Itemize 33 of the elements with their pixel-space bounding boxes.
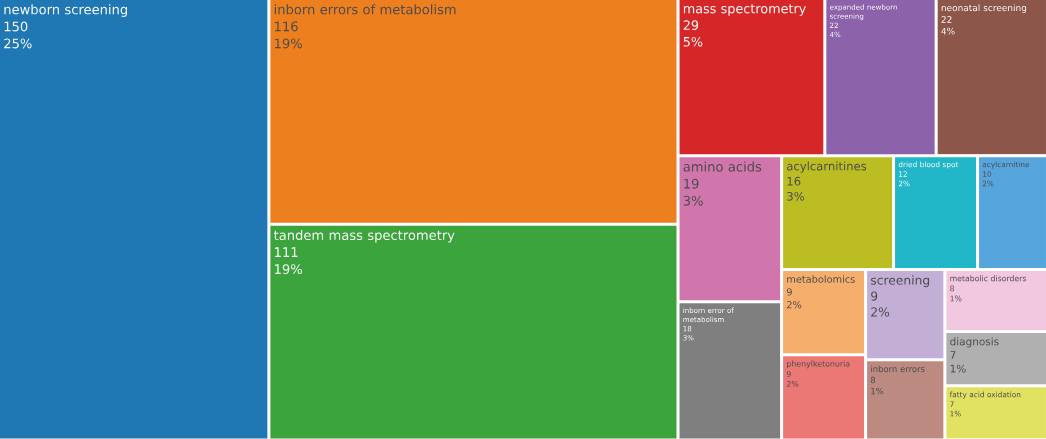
text: 19% xyxy=(275,264,302,275)
category-label: neonatal screening xyxy=(941,4,1027,14)
category-label: diagnosis xyxy=(950,337,999,348)
data-label: 19 xyxy=(684,178,699,189)
category-label: newborn screening xyxy=(4,4,127,18)
data-label: 22 xyxy=(941,16,952,23)
category-label: acylcarnitines xyxy=(787,161,867,173)
text: 2% xyxy=(871,307,890,317)
data-label: 116 xyxy=(275,21,298,32)
text: 5% xyxy=(683,37,703,47)
category-label: mass spectrometry xyxy=(683,4,806,17)
data-label: 8 xyxy=(870,376,876,384)
text: 1% xyxy=(950,364,966,373)
data-label: 9 xyxy=(786,288,792,296)
category-label: amino acids xyxy=(683,161,762,172)
category-label: tandem mass spectrometry xyxy=(273,230,455,243)
data-label: 150 xyxy=(4,21,28,32)
data-label: 29 xyxy=(683,20,699,31)
text: 19% xyxy=(275,38,302,49)
category-label: inborn errors of metabolism xyxy=(274,4,456,15)
category-label: inborn errors xyxy=(871,365,925,373)
text: 3% xyxy=(787,192,805,201)
text: 3% xyxy=(683,195,703,206)
data-label: 16 xyxy=(787,177,801,186)
text: 25% xyxy=(4,38,32,49)
text: 4% xyxy=(941,27,955,35)
category-label: screening xyxy=(870,275,930,288)
text: 2% xyxy=(787,301,802,309)
data-label: 111 xyxy=(275,247,298,258)
text: 1% xyxy=(871,388,884,395)
category-label: metabolomics xyxy=(787,275,855,284)
data-label: 9 xyxy=(871,291,878,301)
data-label: 7 xyxy=(950,351,956,360)
